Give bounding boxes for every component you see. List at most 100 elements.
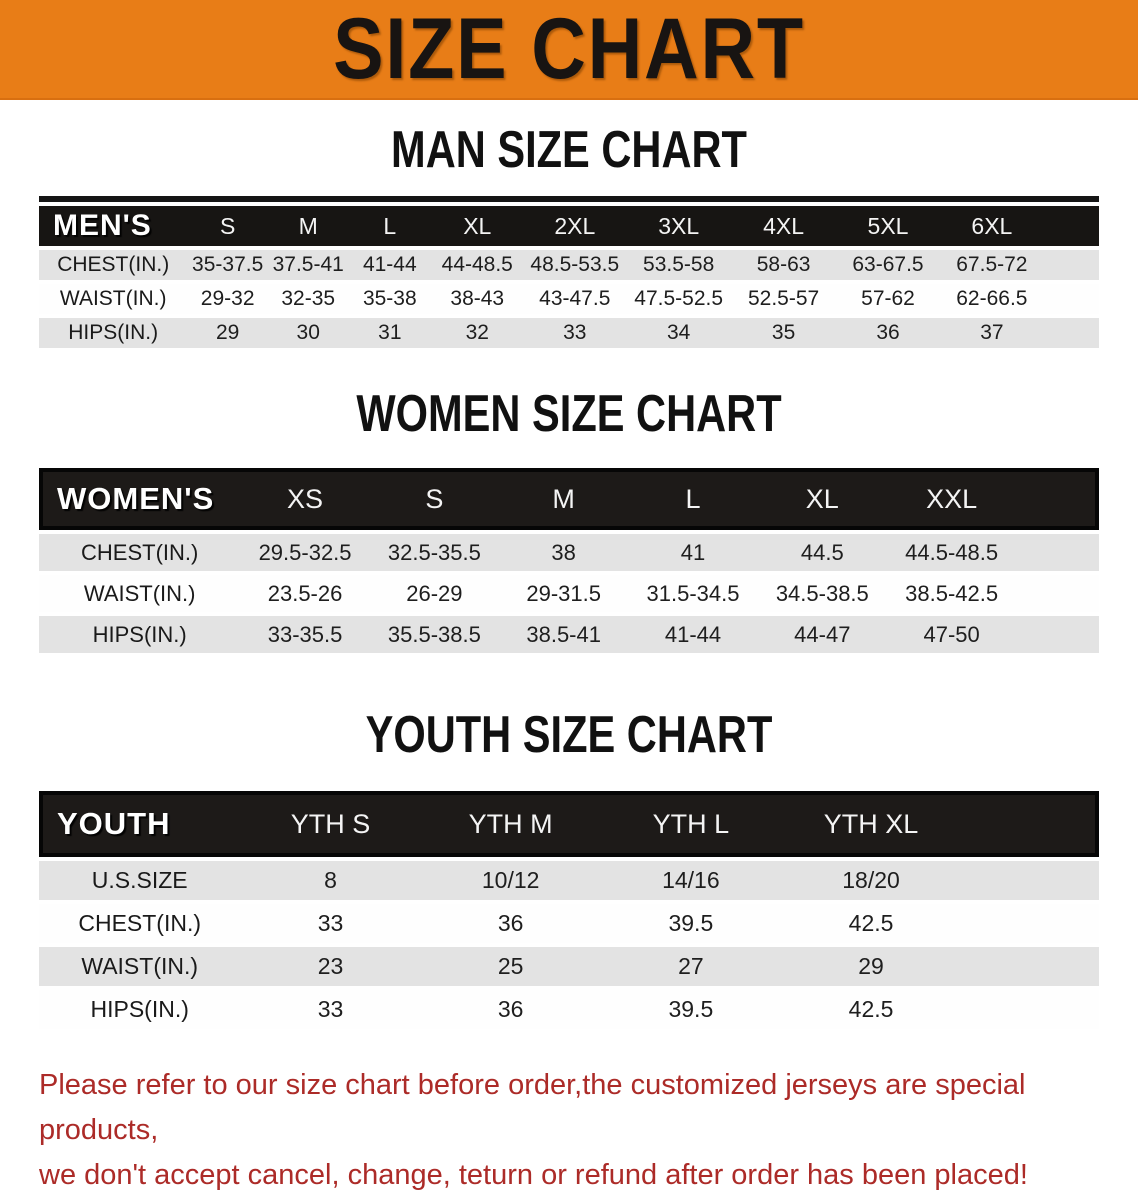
- youth-corner-label: YOUTH: [39, 791, 241, 857]
- size-value: 10/12: [481, 867, 540, 893]
- mens-size-table: MEN'S S M L XL 2XL 3XL 4XL 5XL 6XL CHEST…: [39, 202, 1099, 352]
- row-filler: [961, 861, 1099, 900]
- size-value: 39.5: [668, 996, 714, 1022]
- mens-col-s: S: [187, 206, 268, 246]
- size-value: 38-43: [450, 287, 505, 310]
- row-label: WAIST(IN.): [81, 953, 199, 979]
- youth-size-table-container: YOUTH YTH S YTH M YTH L YTH XL U.S.SIZE …: [39, 787, 1099, 1033]
- row-filler: [1016, 575, 1099, 612]
- size-value: 36: [876, 321, 900, 344]
- row-filler: [1044, 318, 1099, 348]
- womens-chest-row: CHEST(IN.) 29.5-32.5 32.5-35.5 38 41 44.…: [39, 534, 1099, 571]
- size-value: 39.5: [668, 910, 714, 936]
- mens-col-3xl: 3XL: [626, 206, 732, 246]
- row-filler: [1044, 284, 1099, 314]
- size-value: 23: [317, 953, 344, 979]
- order-policy-notice: Please refer to our size chart before or…: [39, 1063, 1099, 1198]
- size-value: 32-35: [281, 287, 336, 310]
- size-value: 41-44: [362, 253, 417, 276]
- row-filler: [1044, 250, 1099, 280]
- size-value: 35: [771, 321, 796, 344]
- banner-title: SIZE CHART: [333, 1, 805, 97]
- womens-col-m: M: [499, 468, 629, 530]
- mens-header-filler: [1043, 206, 1099, 246]
- mens-col-6xl: 6XL: [939, 206, 1044, 246]
- youth-size-table: YOUTH YTH S YTH M YTH L YTH XL U.S.SIZE …: [39, 787, 1099, 1033]
- mens-col-2xl: 2XL: [523, 206, 627, 246]
- row-label: HIPS(IN.): [68, 321, 159, 344]
- mens-col-l: L: [348, 206, 432, 246]
- youth-header-filler: [961, 791, 1099, 857]
- womens-corner-label: WOMEN'S: [39, 468, 241, 530]
- size-value: 35-37.5: [192, 253, 264, 276]
- row-filler: [961, 947, 1099, 986]
- size-value: 35-38: [362, 287, 417, 310]
- size-value: 41-44: [664, 621, 722, 647]
- size-value: 47-50: [923, 621, 980, 647]
- size-value: 57-62: [861, 287, 915, 310]
- size-value: 44.5-48.5: [905, 539, 999, 565]
- size-value: 42.5: [848, 910, 894, 936]
- mens-chest-row: CHEST(IN.) 35-37.5 37.5-41 41-44 44-48.5…: [39, 250, 1099, 280]
- size-value: 29.5-32.5: [258, 539, 352, 565]
- womens-size-table-container: WOMEN'S XS S M L XL XXL CHEST(IN.) 29.5-…: [39, 464, 1099, 657]
- size-value: 27: [678, 953, 704, 979]
- size-value: 34: [666, 321, 691, 344]
- size-value: 32.5-35.5: [387, 539, 481, 565]
- size-value: 44-48.5: [441, 253, 513, 276]
- size-value: 47.5-52.5: [634, 287, 724, 310]
- womens-col-s: S: [369, 468, 500, 530]
- size-value: 29: [858, 953, 884, 979]
- notice-line-1: Please refer to our size chart before or…: [39, 1069, 1026, 1146]
- size-value: 44.5: [800, 539, 844, 565]
- size-value: 23.5-26: [267, 580, 343, 606]
- notice-line-2: we don't accept cancel, change, teturn o…: [39, 1158, 1028, 1191]
- row-filler: [1016, 616, 1099, 653]
- size-value: 58-63: [756, 253, 811, 276]
- row-label: CHEST(IN.): [57, 253, 170, 276]
- mens-hips-row: HIPS(IN.) 29 30 31 32 33 34 35 36 37: [39, 318, 1099, 348]
- size-value: 42.5: [848, 996, 894, 1022]
- row-label: CHEST(IN.): [78, 910, 202, 936]
- size-value: 14/16: [662, 867, 720, 893]
- size-value: 37: [980, 321, 1004, 344]
- row-label: CHEST(IN.): [81, 539, 199, 565]
- size-value: 36: [497, 996, 524, 1022]
- youth-ussize-row: U.S.SIZE 8 10/12 14/16 18/20: [39, 861, 1099, 900]
- row-label: HIPS(IN.): [90, 996, 189, 1022]
- size-value: 29: [215, 321, 240, 344]
- size-value: 8: [324, 867, 337, 893]
- size-chart-banner: SIZE CHART: [0, 0, 1138, 100]
- row-filler: [961, 990, 1099, 1029]
- size-value: 33: [317, 910, 344, 936]
- size-value: 62-66.5: [956, 287, 1028, 310]
- row-filler: [961, 904, 1099, 943]
- size-value: 29-31.5: [526, 580, 601, 606]
- size-value: 53.5-58: [643, 253, 715, 276]
- womens-header-filler: [1016, 468, 1099, 530]
- youth-col-xl: YTH XL: [780, 791, 962, 857]
- mens-col-m: M: [267, 206, 349, 246]
- youth-col-l: YTH L: [600, 791, 781, 857]
- mens-col-4xl: 4XL: [731, 206, 837, 246]
- size-value: 18/20: [842, 867, 900, 893]
- size-value: 41: [680, 539, 706, 565]
- size-value: 33: [317, 996, 344, 1022]
- mens-col-5xl: 5XL: [836, 206, 940, 246]
- size-value: 32: [465, 321, 489, 344]
- size-value: 35.5-38.5: [387, 621, 481, 647]
- size-value: 30: [296, 321, 320, 344]
- womens-hips-row: HIPS(IN.) 33-35.5 35.5-38.5 38.5-41 41-4…: [39, 616, 1099, 653]
- size-value: 31.5-34.5: [646, 580, 740, 606]
- row-label: WAIST(IN.): [83, 580, 196, 606]
- size-value: 48.5-53.5: [530, 253, 620, 276]
- size-value: 33: [563, 321, 587, 344]
- youth-section-heading: YOUTH SIZE CHART: [365, 706, 773, 764]
- size-value: 34.5-38.5: [775, 580, 869, 606]
- row-label: U.S.SIZE: [91, 867, 188, 893]
- mens-corner-label: MEN'S: [39, 206, 188, 246]
- youth-col-m: YTH M: [420, 791, 601, 857]
- size-value: 38.5-42.5: [905, 580, 999, 606]
- women-section-heading: WOMEN SIZE CHART: [356, 385, 782, 443]
- size-value: 43-47.5: [539, 287, 611, 310]
